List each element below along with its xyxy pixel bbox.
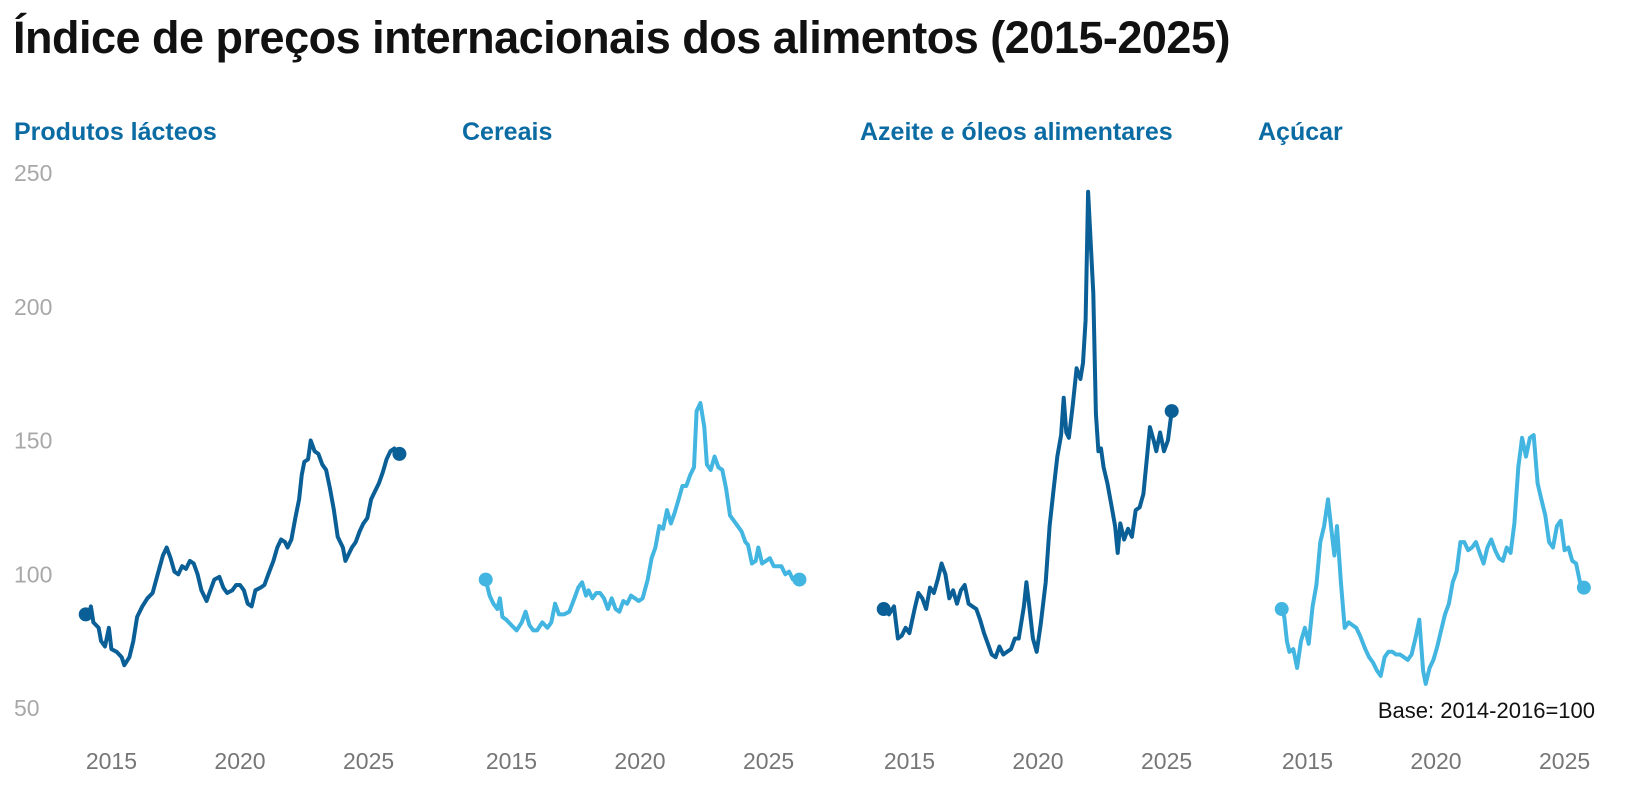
x-tick-label: 2015 [884, 748, 935, 774]
x-tick-label: 2020 [214, 748, 265, 774]
panel-title: Açúcar [1258, 118, 1343, 146]
panel-title: Produtos lácteos [14, 118, 217, 146]
series-line [83, 438, 402, 668]
panel-3: Azeite e óleos alimentares 2015 2020 2025 [860, 118, 1192, 774]
series-start-point [478, 572, 493, 587]
y-tick-label: 200 [14, 294, 52, 320]
y-axis: 50 100 150 200 250 [14, 160, 52, 721]
series-start-point [78, 607, 93, 622]
page-title: Índice de preços internacionais dos alim… [13, 12, 1230, 63]
panel-4: Açúcar 2015 2020 2025 [1258, 118, 1591, 774]
panel-2: Cereais 2015 2020 2025 [462, 118, 807, 774]
x-tick-label: 2015 [486, 748, 537, 774]
series-end-point [792, 572, 807, 587]
series-end-point [1164, 404, 1179, 419]
panel-title: Azeite e óleos alimentares [860, 118, 1173, 146]
series-start-point [876, 602, 891, 617]
y-tick-label: 100 [14, 561, 52, 587]
series-line [483, 401, 802, 633]
x-tick-label: 2025 [1141, 748, 1192, 774]
y-tick-label: 50 [14, 695, 40, 721]
x-tick-label: 2025 [343, 748, 394, 774]
x-tick-label: 2020 [614, 748, 665, 774]
x-tick-label: 2020 [1410, 748, 1461, 774]
x-tick-label: 2015 [86, 748, 137, 774]
y-tick-label: 250 [14, 160, 52, 186]
chart-panels: Produtos lácteos 2015 2020 2025 Cereais 2015 2… [14, 118, 1591, 774]
series-end-point [1576, 580, 1591, 595]
series-start-point [1274, 602, 1289, 617]
x-tick-label: 2015 [1282, 748, 1333, 774]
base-note: Base: 2014-2016=100 [1378, 698, 1595, 723]
x-tick-label: 2020 [1012, 748, 1063, 774]
panel-title: Cereais [462, 118, 552, 146]
x-tick-label: 2025 [1539, 748, 1590, 774]
x-tick-label: 2025 [743, 748, 794, 774]
y-tick-label: 150 [14, 428, 52, 454]
series-line [1279, 433, 1586, 686]
series-line [881, 189, 1174, 660]
series-end-point [392, 446, 407, 461]
panel-1: Produtos lácteos 2015 2020 2025 [14, 118, 407, 774]
